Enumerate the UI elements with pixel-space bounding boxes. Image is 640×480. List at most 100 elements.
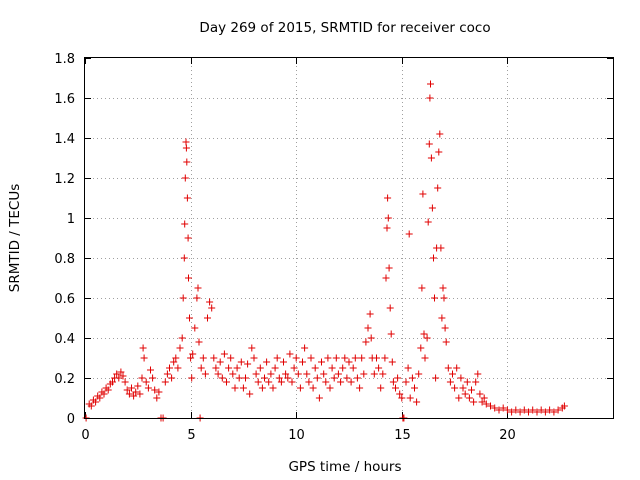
data-point (144, 384, 152, 392)
data-point (305, 378, 313, 386)
data-point (442, 338, 450, 346)
data-point (182, 138, 190, 146)
data-point (402, 378, 410, 386)
data-point (370, 370, 378, 378)
data-point (286, 350, 294, 358)
data-point (428, 204, 436, 212)
data-point (180, 254, 188, 262)
data-point (244, 360, 252, 368)
data-point (271, 364, 279, 372)
data-point (229, 370, 237, 378)
data-point (246, 390, 254, 398)
data-point (208, 304, 216, 312)
data-point (250, 354, 258, 362)
data-point (491, 404, 499, 412)
data-point (318, 358, 325, 366)
data-point (487, 402, 494, 410)
data-point (161, 378, 169, 386)
data-point (185, 274, 192, 282)
data-point (189, 350, 197, 358)
data-point (431, 294, 438, 302)
data-point (411, 384, 418, 392)
data-point (415, 370, 423, 378)
data-point (170, 358, 178, 366)
data-point (223, 378, 230, 386)
data-point (254, 378, 262, 386)
data-point (151, 386, 159, 394)
data-point (201, 370, 209, 378)
data-point (362, 338, 370, 346)
data-point (187, 354, 195, 362)
y-tick-label: 1 (67, 212, 75, 227)
x-axis-label: GPS time / hours (288, 459, 401, 475)
data-point (332, 354, 340, 362)
data-point (206, 298, 214, 306)
data-point (277, 378, 285, 386)
data-point (384, 194, 392, 202)
data-point (404, 364, 412, 372)
y-tick-label: 0 (67, 412, 75, 427)
x-tick-label: 20 (499, 428, 516, 443)
data-point (140, 354, 148, 362)
data-point (155, 388, 163, 396)
data-point (459, 384, 467, 392)
data-point (183, 158, 191, 166)
data-point (307, 354, 315, 362)
data-point (367, 334, 375, 342)
y-tick-label: 0.2 (54, 372, 75, 387)
data-point (537, 406, 545, 414)
data-point (296, 384, 304, 392)
data-point (349, 364, 357, 372)
axis-ticks: 0 0.2 0.4 0.6 0.8 1 1.2 1.4 1.6 1.8 0 5 10 15 20 (54, 52, 613, 443)
data-point (128, 384, 135, 392)
data-points (82, 80, 568, 422)
data-point (263, 358, 271, 366)
data-point (554, 406, 562, 414)
data-point (104, 386, 112, 394)
data-point (179, 294, 187, 302)
data-point (373, 354, 380, 362)
data-point (337, 378, 345, 386)
data-point (499, 404, 507, 412)
data-point (341, 354, 349, 362)
data-point (381, 354, 389, 362)
data-point (301, 344, 309, 352)
data-point (427, 154, 435, 162)
data-point (292, 354, 300, 362)
data-point (132, 388, 140, 396)
data-point (387, 330, 395, 338)
data-point (360, 370, 368, 378)
data-point (478, 398, 486, 406)
data-point (218, 374, 226, 382)
data-point (468, 386, 475, 394)
data-point (444, 364, 452, 372)
data-point (375, 364, 383, 372)
data-point (117, 368, 125, 376)
data-point (149, 374, 157, 382)
data-point (273, 354, 281, 362)
data-point (356, 384, 364, 392)
data-point (389, 378, 397, 386)
data-point (439, 284, 447, 292)
data-point (550, 408, 558, 416)
data-point (424, 218, 432, 226)
data-point (252, 370, 260, 378)
data-point (216, 358, 224, 366)
data-point (529, 406, 537, 414)
data-point (383, 224, 391, 232)
data-point (269, 384, 277, 392)
data-point (379, 370, 387, 378)
x-tick-label: 0 (81, 428, 89, 443)
x-tick-label: 10 (288, 428, 305, 443)
data-point (405, 230, 413, 238)
data-point (311, 364, 319, 372)
data-point (294, 370, 302, 378)
data-point (197, 364, 205, 372)
data-point (525, 408, 532, 416)
data-point (455, 394, 463, 402)
data-point (451, 384, 459, 392)
y-tick-label: 1.4 (54, 132, 75, 147)
data-point (461, 390, 469, 398)
data-point (139, 344, 147, 352)
